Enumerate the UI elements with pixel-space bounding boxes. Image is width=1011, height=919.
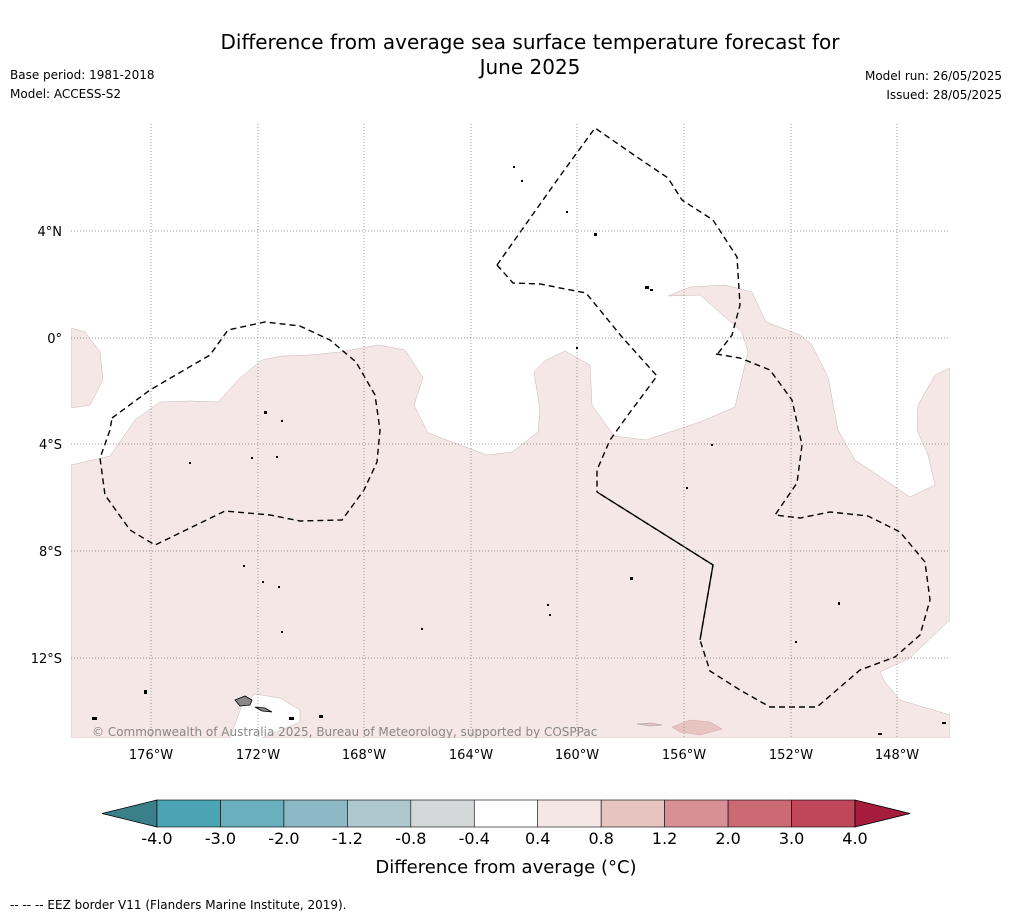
- colorbar-bin: [664, 799, 729, 828]
- colorbar-bin: [156, 799, 221, 828]
- title-line-2: June 2025: [479, 55, 581, 79]
- eez-legend-text: -- -- -- EEZ border V11 (Flanders Marine…: [10, 898, 347, 912]
- lon-label-156w: 156°W: [662, 748, 706, 763]
- base-period-text: Base period: 1981-2018: [10, 68, 155, 82]
- title-line-1: Difference from average sea surface temp…: [220, 30, 840, 54]
- colorbar-tick-labels: -4.0 -3.0 -2.0 -1.2 -0.8 -0.4 0.4 0.8 1.2 2.0 3.0 4…: [141, 829, 867, 848]
- island-tutuila: [254, 706, 273, 713]
- graticule: [71, 124, 950, 738]
- colorbar-bin: [791, 799, 856, 828]
- lat-label-4n: 4°N: [38, 225, 63, 240]
- colorbar-tick-label: -3.0: [205, 829, 236, 848]
- lat-label-0: 0°: [47, 332, 62, 347]
- colorbar-tick-label: -1.2: [332, 829, 363, 848]
- anomaly-patch-small: [636, 722, 663, 727]
- colorbar-bin: [473, 799, 539, 828]
- lon-label-148w: 148°W: [875, 748, 919, 763]
- small-islands: [92, 166, 946, 735]
- colorbar-extend-low: [101, 799, 158, 828]
- colorbar-tick-label: 0.8: [588, 829, 613, 848]
- colorbar-tick-label: 2.0: [715, 829, 740, 848]
- colorbar-tick-label: -4.0: [141, 829, 172, 848]
- anomaly-patch-0-8: [671, 719, 723, 736]
- map-panel: © Commonwealth of Australia 2025, Bureau…: [71, 124, 950, 739]
- colorbar-tick-label: -0.8: [395, 829, 426, 848]
- eez-border-french-polynesia: [596, 353, 931, 708]
- colorbar-label: Difference from average (°C): [375, 857, 636, 878]
- lon-label-164w: 164°W: [449, 748, 493, 763]
- eez-border-solid-segment: [596, 491, 714, 641]
- colorbar-bin: [727, 799, 792, 828]
- colorbar-tick-label: 0.4: [525, 829, 550, 848]
- longitude-labels: 176°W 172°W 168°W 164°W 160°W 156°W 152°…: [129, 748, 919, 763]
- model-text: Model: ACCESS-S2: [10, 87, 122, 101]
- colorbar-bin: [537, 799, 602, 828]
- lat-label-4s: 4°S: [39, 438, 62, 453]
- lat-label-8s: 8°S: [39, 545, 62, 560]
- colorbar-tick-label: -0.4: [459, 829, 490, 848]
- colorbar-bin: [283, 799, 348, 828]
- issued-text: Issued: 28/05/2025: [886, 88, 1002, 102]
- chart-title: Difference from average sea surface temp…: [180, 30, 880, 80]
- lon-label-168w: 168°W: [342, 748, 386, 763]
- colorbar: [101, 799, 911, 828]
- colorbar-tick-label: -2.0: [268, 829, 299, 848]
- colorbar-bin: [220, 799, 285, 828]
- copyright-text: © Commonwealth of Australia 2025, Bureau…: [92, 725, 597, 739]
- lon-label-152w: 152°W: [769, 748, 813, 763]
- island-upolu: [234, 695, 253, 707]
- colorbar-extend-high: [854, 799, 911, 828]
- eez-borders: [99, 127, 931, 708]
- colorbar-tick-label: 3.0: [779, 829, 804, 848]
- model-info: Base period: 1981-2018 Model: ACCESS-S2: [10, 66, 155, 104]
- colorbar-bin: [347, 799, 412, 828]
- run-info: Model run: 26/05/2025 Issued: 28/05/2025: [865, 67, 1002, 105]
- latitude-labels: 4°N 0° 4°S 8°S 12°S: [31, 225, 62, 667]
- anomaly-region-west: [71, 327, 104, 409]
- lon-label-176w: 176°W: [129, 748, 173, 763]
- model-run-text: Model run: 26/05/2025: [864, 69, 1002, 83]
- lon-label-160w: 160°W: [555, 748, 599, 763]
- lat-label-12s: 12°S: [31, 652, 62, 667]
- colorbar-tick-label: 4.0: [842, 829, 867, 848]
- eez-border-kiribati-mid: [496, 264, 658, 492]
- colorbar-bin: [410, 799, 475, 828]
- anomaly-region-main: [71, 284, 950, 738]
- colorbar-bin: [600, 799, 665, 828]
- colorbar-tick-label: 1.2: [652, 829, 677, 848]
- lon-label-172w: 172°W: [236, 748, 280, 763]
